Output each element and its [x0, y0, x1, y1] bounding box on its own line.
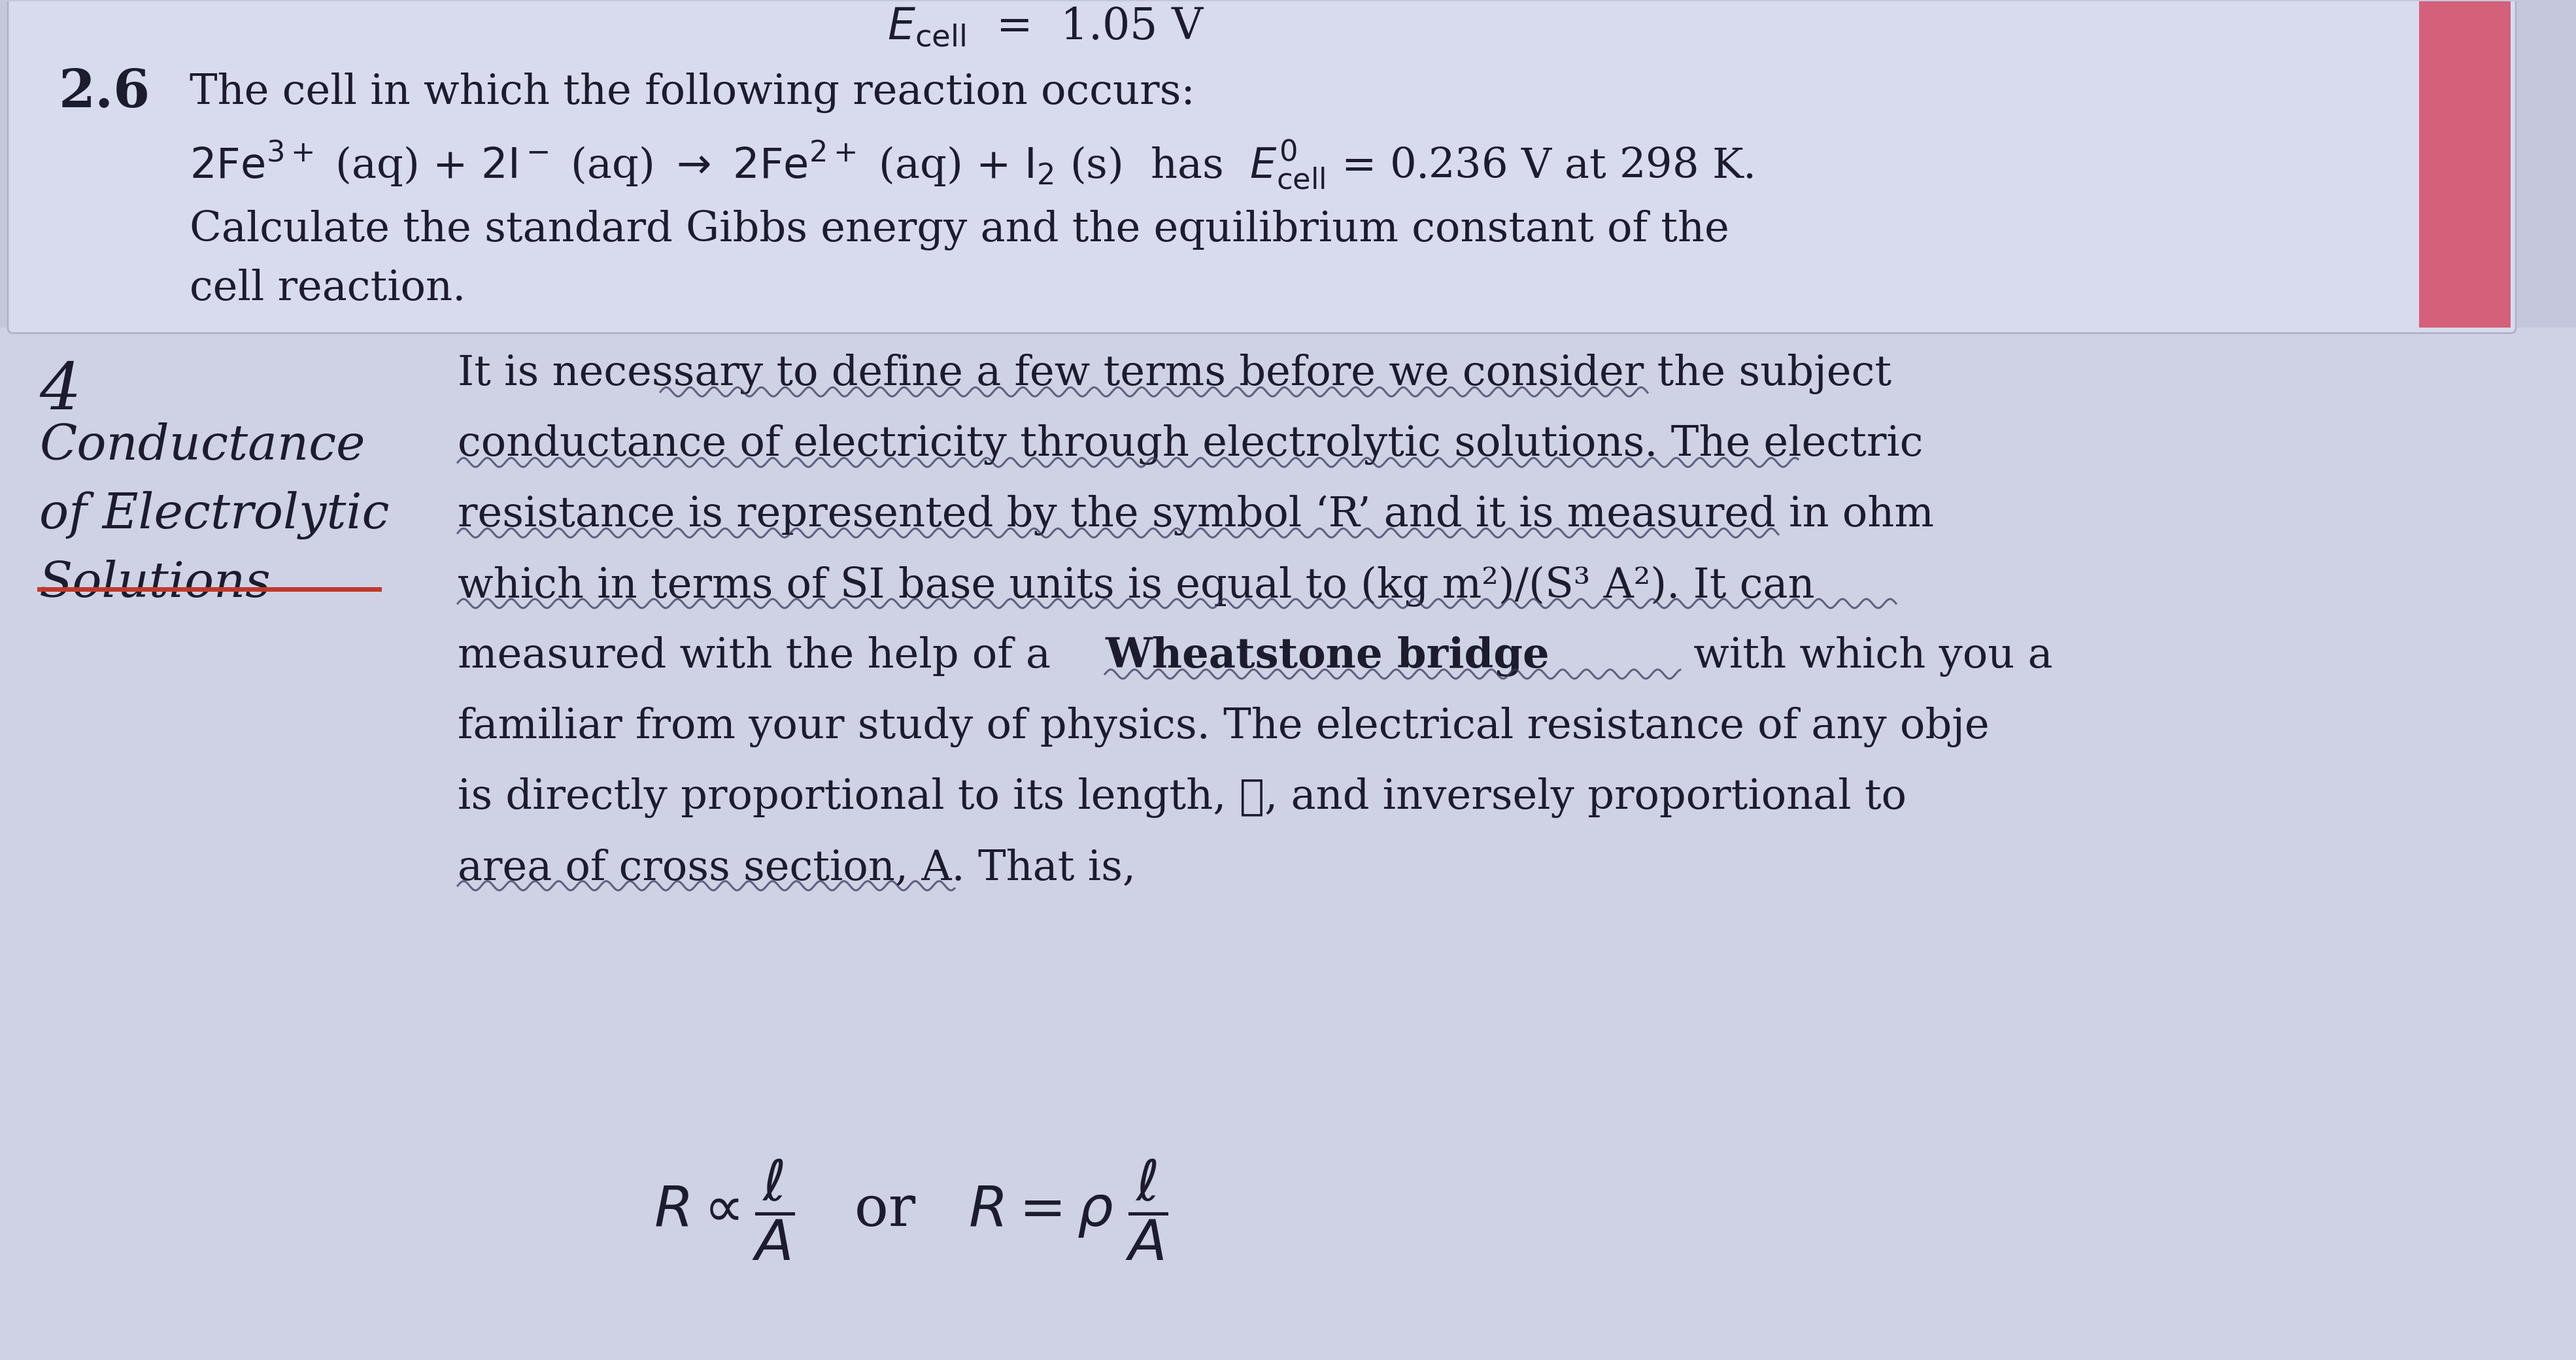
Text: $E_{\rm cell}$  =  1.05 V: $E_{\rm cell}$ = 1.05 V: [886, 5, 1206, 49]
Text: Wheatstone bridge: Wheatstone bridge: [1105, 636, 1548, 677]
Text: measured with the help of a: measured with the help of a: [459, 636, 1064, 676]
Bar: [2419, 1, 2512, 328]
Text: $2{\rm Fe}^{3+}$ (aq) + $2{\rm I}^-$ (aq) $\rightarrow$ $2{\rm Fe}^{2+}$ (aq) + : $2{\rm Fe}^{3+}$ (aq) + $2{\rm I}^-$ (aq…: [191, 139, 1754, 190]
Text: The cell in which the following reaction occurs:: The cell in which the following reaction…: [191, 72, 1195, 113]
FancyBboxPatch shape: [8, 0, 2517, 333]
Text: cell reaction.: cell reaction.: [191, 269, 466, 309]
Text: with which you a: with which you a: [1680, 636, 2053, 677]
Text: It is necessary to define a few terms before we consider the subject: It is necessary to define a few terms be…: [459, 354, 1891, 394]
Text: which in terms of SI base units is equal to (kg m²)/(S³ A²). It can: which in terms of SI base units is equal…: [459, 566, 1814, 607]
Text: area of cross section, A. That is,: area of cross section, A. That is,: [459, 847, 1136, 888]
Text: familiar from your study of physics. The electrical resistance of any obje: familiar from your study of physics. The…: [459, 707, 1989, 748]
Text: conductance of electricity through electrolytic solutions. The electric: conductance of electricity through elect…: [459, 424, 1924, 465]
Text: of Electrolytic: of Electrolytic: [39, 491, 389, 540]
Text: Solutions: Solutions: [39, 560, 270, 607]
Text: is directly proportional to its length, ℓ, and inversely proportional to: is directly proportional to its length, …: [459, 778, 1906, 817]
Text: Calculate the standard Gibbs energy and the equilibrium constant of the: Calculate the standard Gibbs energy and …: [191, 209, 1728, 250]
Text: resistance is represented by the symbol ‘R’ and it is measured in ohm: resistance is represented by the symbol …: [459, 495, 1935, 536]
Text: Conductance: Conductance: [39, 423, 366, 471]
Bar: [0, 328, 2576, 1360]
Text: 2.6: 2.6: [59, 67, 149, 118]
Text: 4: 4: [39, 360, 80, 423]
Text: $R \propto \dfrac{\ell}{A}$   or   $R = \rho \; \dfrac{\ell}{A}$: $R \propto \dfrac{\ell}{A}$ or $R = \rho…: [654, 1157, 1167, 1262]
